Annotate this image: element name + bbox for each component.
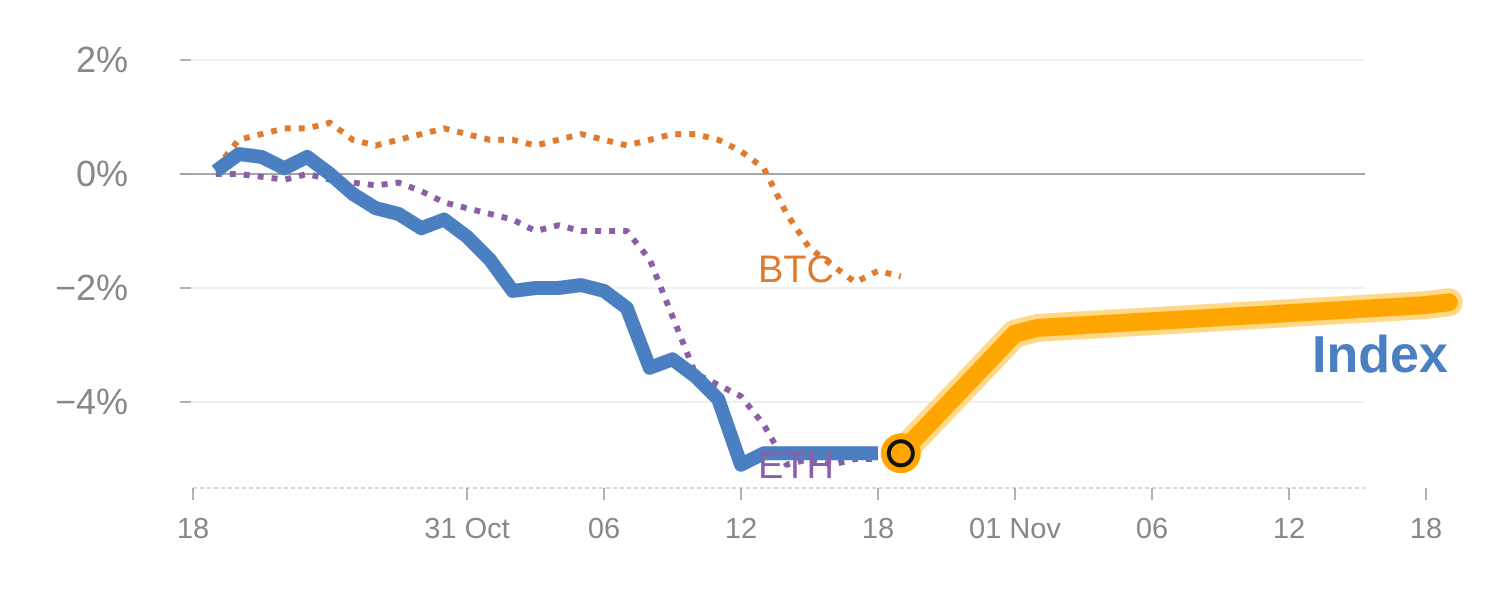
x-tick-label: 12 [725,513,757,545]
x-tick-label: 12 [1273,513,1305,545]
grid [180,59,1365,403]
current-point-marker [880,433,921,474]
label-eth: ETH [758,445,834,487]
y-tick-label: 2% [76,39,128,80]
forecast-line [891,293,1458,463]
y-tick-label: −4% [55,381,128,422]
x-tick-label: 01 Nov [969,513,1061,545]
label-index: Index [1312,326,1448,384]
x-tick-label: 06 [588,513,620,545]
x-tick-label: 06 [1136,513,1168,545]
x-tick-label: 18 [177,513,209,545]
series-labels: BTC ETH Index [758,249,1448,487]
x-tick-label: 31 Oct [424,513,509,545]
x-axis: 18 31 Oct 06 12 18 01 Nov 06 12 18 [177,487,1442,545]
series-lines [211,119,1463,472]
y-tick-label: 0% [76,153,128,194]
marker-point [886,439,915,468]
x-tick-label: 18 [1410,513,1442,545]
y-axis-ticks: 2% 0% −2% −4% [55,39,128,422]
btc-line [213,119,902,286]
label-btc: BTC [758,249,834,291]
index-line [211,147,878,472]
x-tick-label: 18 [862,513,894,545]
y-tick-label: −2% [55,267,128,308]
eth-line [215,171,878,468]
